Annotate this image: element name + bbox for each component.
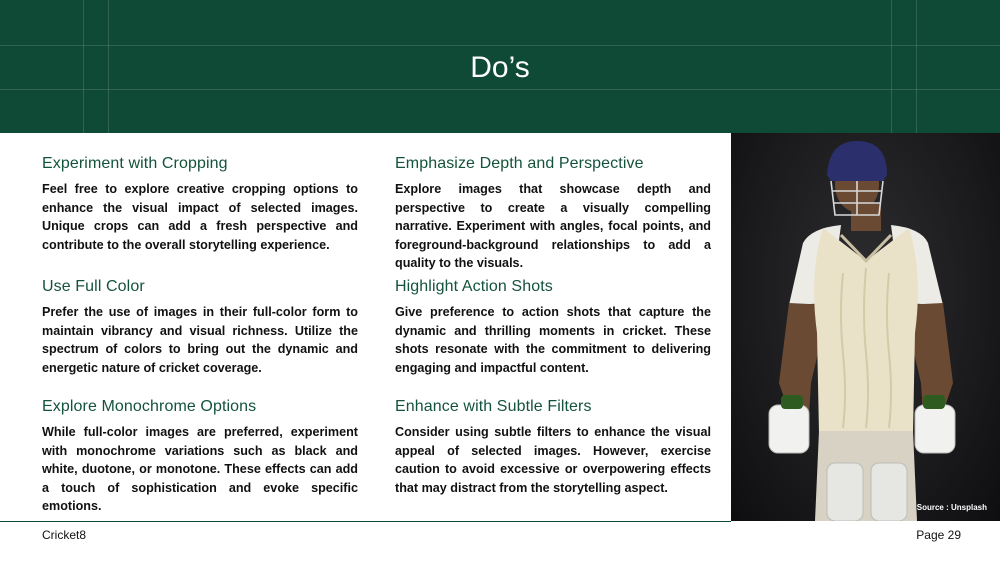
grid-line [891, 0, 892, 133]
section-action-shots: Highlight Action Shots Give preference t… [395, 277, 711, 377]
cricketer-illustration [768, 141, 956, 521]
footer-divider [0, 521, 731, 522]
section-body: Prefer the use of images in their full-c… [42, 305, 358, 375]
grid-line [108, 0, 109, 133]
grid-line [916, 0, 917, 133]
section-heading: Experiment with Cropping [42, 155, 228, 172]
section-body: Feel free to explore creative cropping o… [42, 182, 358, 252]
page-number: Page 29 [916, 528, 961, 542]
photo-credit: Source : Unsplash [916, 503, 987, 512]
header-banner: Do’s [0, 0, 1000, 133]
grid-line [83, 0, 84, 133]
section-body: While full-color images are preferred, e… [42, 425, 358, 514]
section-experiment-cropping: Experiment with Cropping Feel free to ex… [42, 154, 358, 254]
section-subtle-filters: Enhance with Subtle Filters Consider usi… [395, 397, 711, 497]
grid-line [0, 89, 1000, 90]
section-body: Explore images that showcase depth and p… [395, 182, 711, 271]
section-monochrome: Explore Monochrome Options While full-co… [42, 397, 358, 516]
section-heading: Use Full Color [42, 278, 145, 295]
section-heading: Explore Monochrome Options [42, 398, 257, 415]
footer-brand: Cricket8 [42, 528, 87, 542]
section-body: Give preference to action shots that cap… [395, 305, 711, 375]
section-body: Consider using subtle filters to enhance… [395, 425, 711, 495]
cricketer-photo: Source : Unsplash [731, 133, 1000, 521]
grid-line [0, 45, 1000, 46]
page-title: Do’s [470, 51, 530, 84]
section-depth-perspective: Emphasize Depth and Perspective Explore … [395, 154, 711, 273]
section-heading: Emphasize Depth and Perspective [395, 155, 644, 172]
section-full-color: Use Full Color Prefer the use of images … [42, 277, 358, 377]
section-heading: Enhance with Subtle Filters [395, 398, 592, 415]
section-heading: Highlight Action Shots [395, 278, 553, 295]
